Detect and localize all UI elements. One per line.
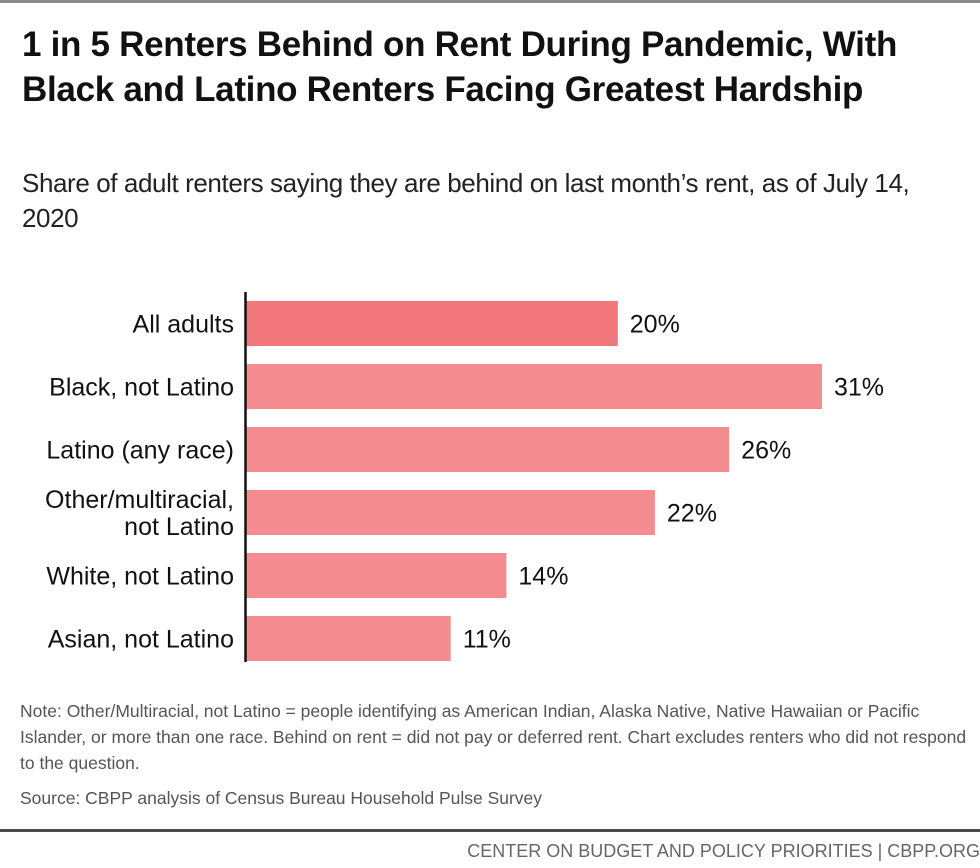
value-label: 26% [741, 437, 791, 465]
chart-title: 1 in 5 Renters Behind on Rent During Pan… [22, 25, 898, 109]
category-label: White, not Latino [46, 563, 234, 591]
bar [246, 616, 451, 661]
category-label: Latino (any race) [46, 437, 234, 465]
bar-chart: All adults Black, not Latino Latino (any r… [45, 292, 884, 662]
bar [246, 490, 655, 535]
category-label: Black, not Latino [49, 374, 234, 402]
chart-subtitle: Share of adult renters saying they are b… [22, 168, 910, 233]
chart-source: Source: CBPP analysis of Census Bureau H… [20, 788, 543, 808]
category-label-line: Asian, not Latino [48, 626, 234, 654]
value-label: 11% [463, 626, 511, 654]
category-label: All adults [133, 311, 234, 339]
category-label-line: Other/multiracial, [45, 486, 234, 514]
category-label-line: not Latino [124, 513, 234, 541]
top-rule [0, 0, 980, 3]
footer-credit: CENTER ON BUDGET AND POLICY PRIORITIES |… [467, 841, 980, 861]
category-label-line: Black, not Latino [49, 374, 234, 402]
category-label: Other/multiracial, not Latino [45, 486, 234, 541]
value-label: 20% [630, 311, 680, 339]
category-label-line: White, not Latino [46, 563, 234, 591]
bar [246, 301, 618, 346]
bar [246, 553, 507, 598]
category-label: Asian, not Latino [48, 626, 234, 654]
category-labels: All adults Black, not Latino Latino (any r… [45, 311, 234, 654]
bar [246, 427, 730, 472]
category-label-line: Latino (any race) [46, 437, 234, 465]
value-label: 22% [667, 500, 717, 528]
bars-layer [246, 301, 822, 661]
bar [246, 364, 822, 409]
category-label-line: All adults [133, 311, 234, 339]
value-label: 14% [518, 563, 568, 591]
chart-note: Note: Other/Multiracial, not Latino = pe… [20, 701, 967, 773]
value-label: 31% [834, 374, 884, 402]
value-labels: 20% 31% 26% 22% 14% 11% [463, 311, 884, 654]
bottom-rule [0, 829, 980, 832]
